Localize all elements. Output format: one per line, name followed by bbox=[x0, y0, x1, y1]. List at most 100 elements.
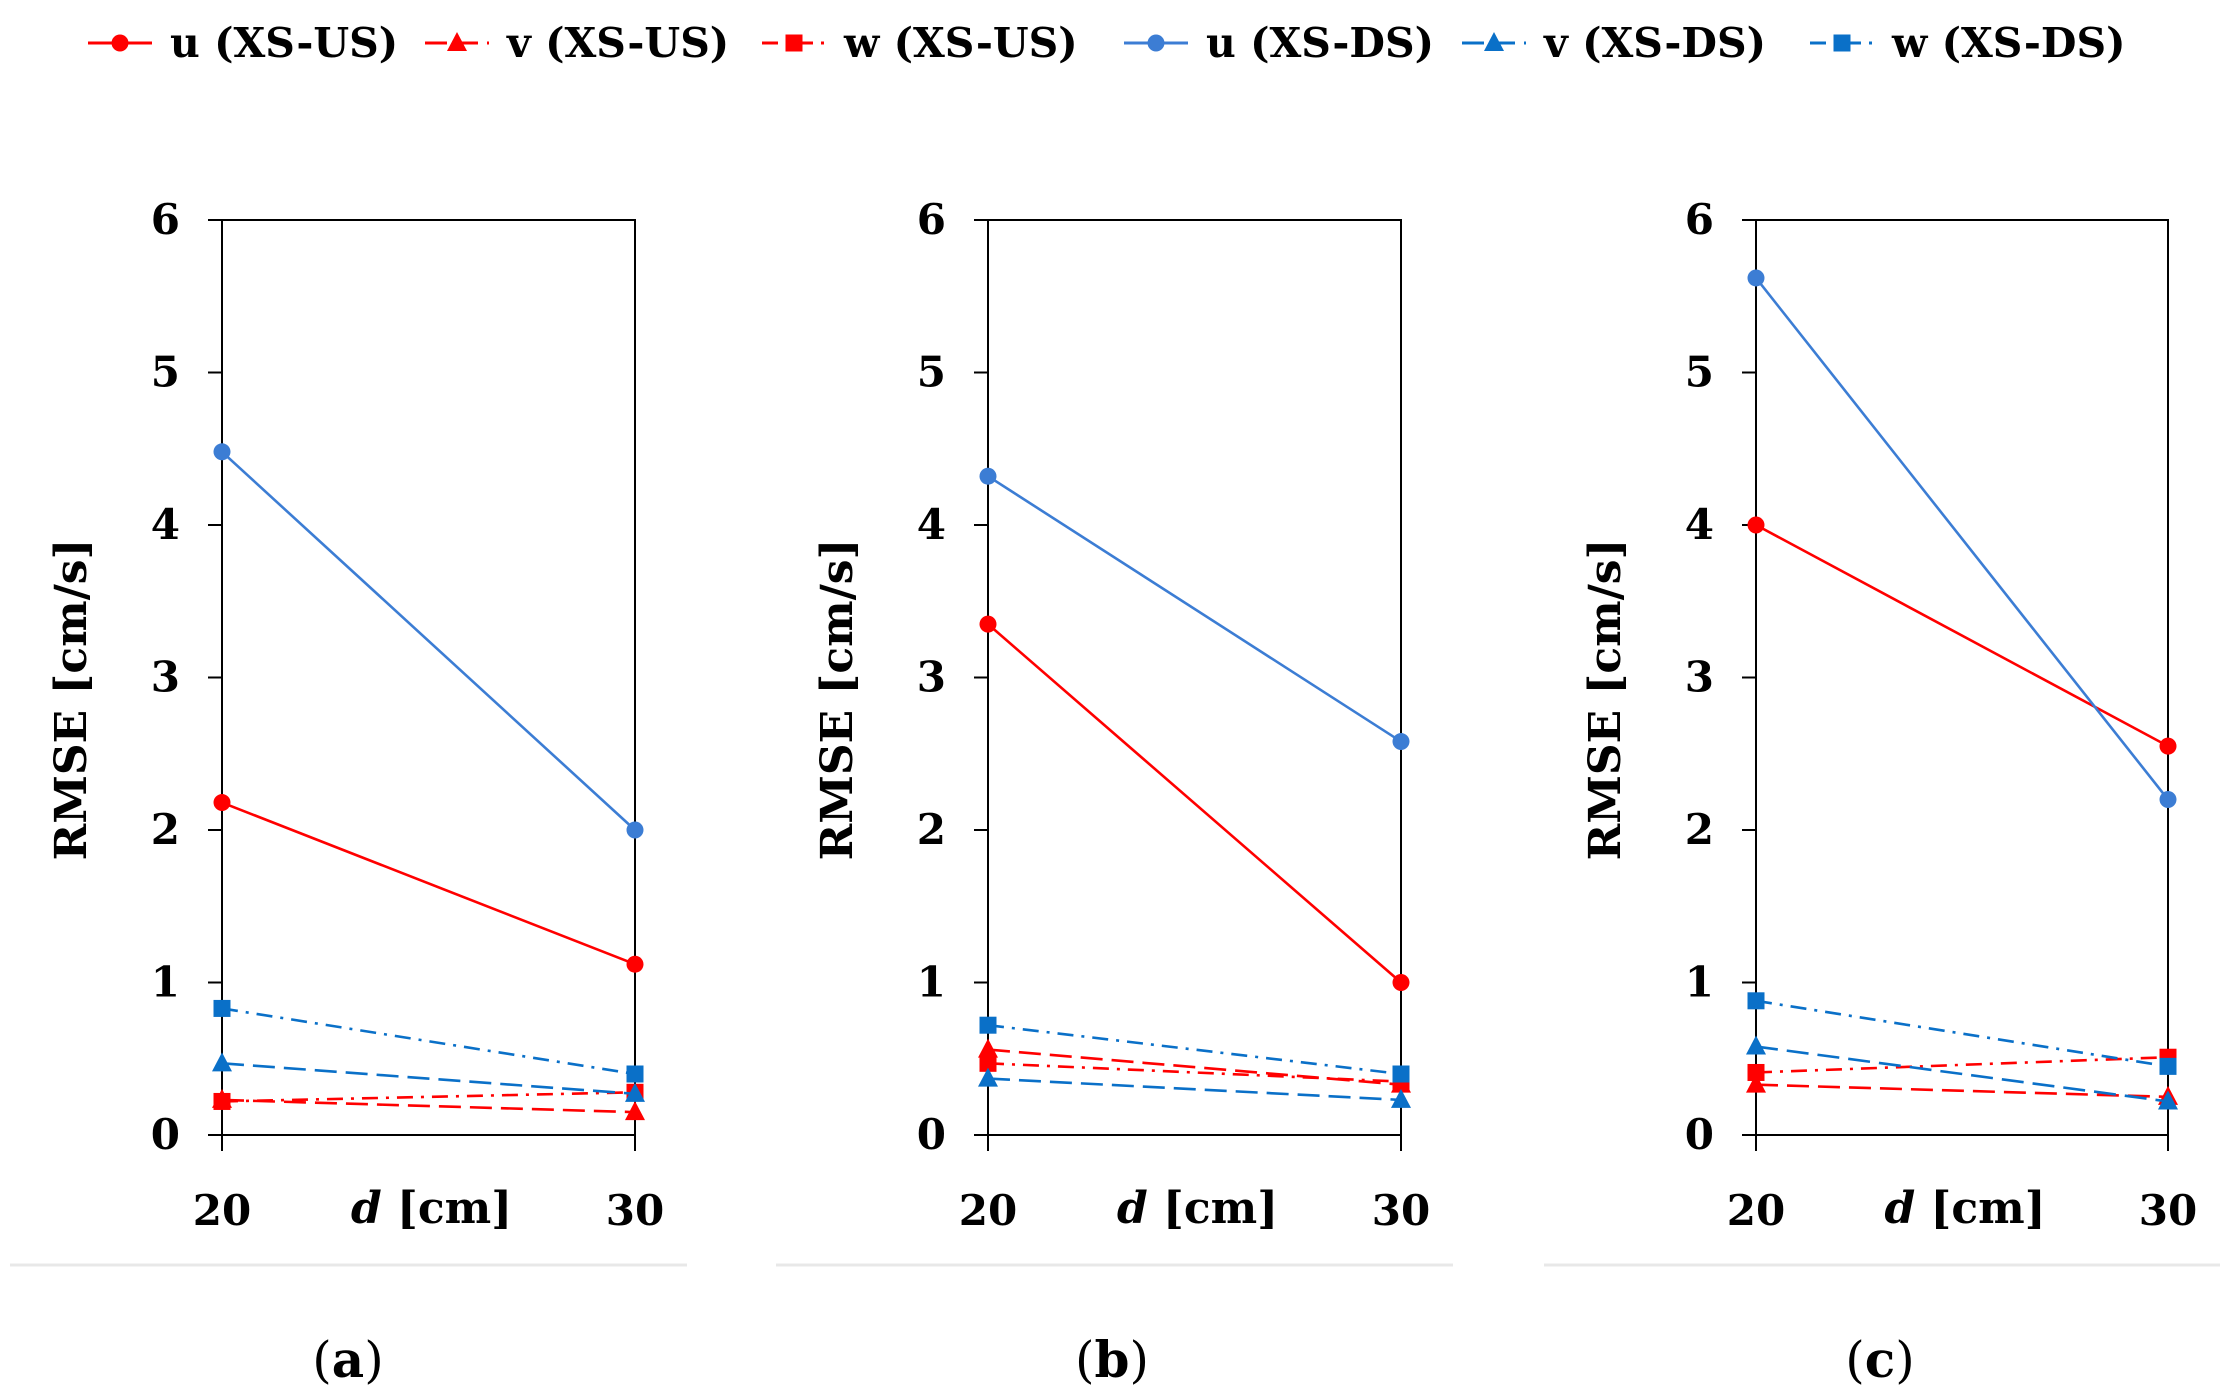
y-tick-label: 2 bbox=[917, 805, 946, 854]
series-w-xs-ds bbox=[979, 1016, 1410, 1083]
series-line bbox=[1755, 999, 2169, 1068]
x-tick-label: 30 bbox=[1372, 1186, 1430, 1235]
series-line bbox=[987, 623, 1402, 984]
x-axis-label: d [cm] bbox=[1117, 1183, 1278, 1234]
legend-label: v (XS-US) bbox=[506, 19, 729, 67]
y-tick-label: 2 bbox=[1685, 805, 1714, 854]
series-v-xs-ds bbox=[212, 1052, 645, 1102]
legend-marker-square bbox=[1833, 34, 1851, 52]
subfigure-label-part: ) bbox=[364, 1331, 384, 1389]
series-u-xs-us bbox=[1747, 516, 2177, 755]
legend-label: w (XS-US) bbox=[843, 19, 1078, 67]
y-tick-label: 4 bbox=[151, 500, 180, 549]
legend-marker-circle bbox=[111, 34, 129, 52]
data-point-30 bbox=[2159, 737, 2177, 755]
subfigure-label-part: a bbox=[332, 1330, 364, 1389]
legend-label: v (XS-DS) bbox=[1543, 19, 1766, 67]
legend-entry-w-xs-us: w (XS-US) bbox=[762, 19, 1078, 67]
series-line bbox=[221, 1062, 636, 1096]
series-line bbox=[221, 1007, 636, 1076]
series-line bbox=[1754, 277, 2170, 801]
x-axis-label: d [cm] bbox=[351, 1183, 512, 1234]
legend-marker-square bbox=[785, 34, 803, 52]
y-tick-label: 3 bbox=[1685, 653, 1714, 702]
chart-panel-0: 0 1 2 3 4 5 6 20 30 d [cm] RMSE [cm/s] (a) bbox=[10, 195, 687, 1389]
series-w-xs-us bbox=[1747, 1048, 2177, 1081]
series-line bbox=[1755, 1045, 2169, 1103]
data-point-30 bbox=[1392, 1065, 1410, 1083]
chart-panel-1: 0 1 2 3 4 5 6 20 30 d [cm] RMSE [cm/s] (b) bbox=[776, 195, 1453, 1389]
y-tick-label: 0 bbox=[1685, 1110, 1714, 1159]
data-point-20 bbox=[1747, 1063, 1765, 1081]
legend-label: u (XS-US) bbox=[170, 19, 398, 67]
y-tick-label: 6 bbox=[151, 195, 180, 244]
data-point-20 bbox=[978, 1038, 998, 1058]
series-line bbox=[221, 1091, 636, 1103]
subfigure-label: (b) bbox=[1075, 1330, 1149, 1389]
y-tick-label: 0 bbox=[151, 1110, 180, 1159]
legend-entry-v-xs-us: v (XS-US) bbox=[425, 19, 729, 67]
legend-marker-circle bbox=[1147, 34, 1165, 52]
data-point-20 bbox=[1747, 516, 1765, 534]
data-point-30 bbox=[626, 955, 644, 973]
data-point-20 bbox=[979, 467, 997, 485]
chart-panel-2: 0 1 2 3 4 5 6 20 30 d [cm] RMSE [cm/s] (c) bbox=[1544, 195, 2220, 1389]
y-tick-label: 5 bbox=[1685, 348, 1714, 397]
data-point-20 bbox=[213, 794, 231, 812]
y-tick-label: 1 bbox=[1685, 958, 1714, 1007]
y-tick-label: 1 bbox=[917, 958, 946, 1007]
data-point-30 bbox=[2159, 791, 2177, 808]
series-u-xs-ds bbox=[213, 443, 644, 839]
legend-entry-v-xs-ds: v (XS-DS) bbox=[1462, 19, 1766, 67]
data-point-30 bbox=[626, 821, 644, 839]
data-point-30 bbox=[1391, 1088, 1411, 1108]
y-axis-label: RMSE [cm/s] bbox=[812, 539, 863, 861]
x-tick-label: 30 bbox=[606, 1186, 664, 1235]
x-tick-label: 20 bbox=[193, 1186, 251, 1235]
y-tick-label: 3 bbox=[917, 653, 946, 702]
subfigure-label: (c) bbox=[1845, 1330, 1914, 1389]
legend-label: w (XS-DS) bbox=[1891, 19, 2125, 67]
data-point-20 bbox=[212, 1052, 232, 1072]
series-v-xs-ds bbox=[978, 1067, 1411, 1108]
x-axis-label-unit: [cm] bbox=[1148, 1183, 1278, 1234]
series-w-xs-ds bbox=[213, 999, 644, 1083]
x-axis-label-unit: [cm] bbox=[1915, 1183, 2045, 1234]
y-tick-label: 5 bbox=[151, 348, 180, 397]
series-v-xs-ds bbox=[1746, 1035, 2178, 1110]
data-point-30 bbox=[626, 1065, 644, 1083]
y-tick-label: 6 bbox=[1685, 195, 1714, 244]
legend-marker-triangle bbox=[1484, 32, 1504, 51]
series-line bbox=[987, 1048, 1402, 1086]
x-axis-label-unit: [cm] bbox=[382, 1183, 512, 1234]
series-line bbox=[987, 475, 1402, 743]
series-line bbox=[987, 1077, 1402, 1102]
data-point-30 bbox=[625, 1101, 645, 1121]
x-axis-label-variable: d bbox=[1117, 1183, 1148, 1234]
y-tick-label: 2 bbox=[151, 805, 180, 854]
series-line bbox=[1755, 1083, 2169, 1099]
data-point-20 bbox=[213, 1092, 231, 1110]
series-u-xs-us bbox=[213, 794, 644, 973]
y-tick-label: 0 bbox=[917, 1110, 946, 1159]
subfigure-label-part: ( bbox=[312, 1331, 332, 1389]
series-line bbox=[221, 450, 636, 831]
subfigure-label-part: ( bbox=[1075, 1331, 1095, 1389]
subfigure-label-part: ) bbox=[1895, 1331, 1915, 1389]
y-tick-label: 3 bbox=[151, 653, 180, 702]
data-point-20 bbox=[979, 1054, 997, 1072]
subfigure-label-part: ) bbox=[1129, 1331, 1149, 1389]
series-v-xs-us bbox=[978, 1038, 1411, 1093]
x-axis-label-variable: d bbox=[351, 1183, 382, 1234]
y-axis-label: RMSE [cm/s] bbox=[1580, 539, 1631, 861]
x-axis-label: d [cm] bbox=[1884, 1183, 2045, 1234]
y-axis-label: RMSE [cm/s] bbox=[46, 539, 97, 861]
data-point-20 bbox=[979, 1016, 997, 1034]
legend-label: u (XS-DS) bbox=[1206, 19, 1434, 67]
data-point-20 bbox=[213, 443, 231, 461]
subfigure-label-part: ( bbox=[1845, 1331, 1865, 1389]
legend-entry-u-xs-ds: u (XS-DS) bbox=[1124, 19, 1434, 67]
data-point-20 bbox=[1746, 1073, 1766, 1093]
y-tick-label: 5 bbox=[917, 348, 946, 397]
